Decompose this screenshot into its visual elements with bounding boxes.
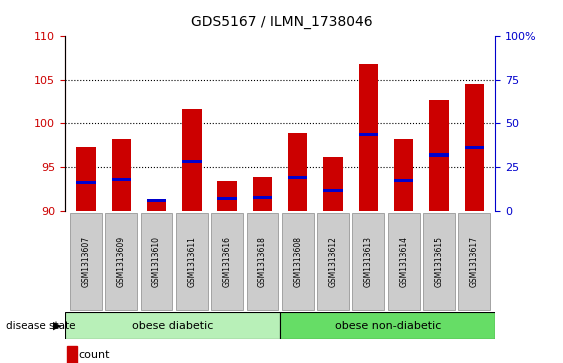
Text: GSM1313611: GSM1313611 bbox=[187, 236, 196, 287]
Text: GSM1313613: GSM1313613 bbox=[364, 236, 373, 287]
FancyBboxPatch shape bbox=[352, 213, 384, 310]
Text: GSM1313617: GSM1313617 bbox=[470, 236, 479, 287]
FancyBboxPatch shape bbox=[70, 213, 102, 310]
Text: count: count bbox=[79, 350, 110, 360]
FancyBboxPatch shape bbox=[388, 213, 419, 310]
Bar bbox=[182, 160, 202, 163]
Bar bbox=[217, 197, 237, 200]
Bar bbox=[323, 189, 343, 192]
Text: GSM1313609: GSM1313609 bbox=[117, 236, 126, 287]
Bar bbox=[359, 134, 378, 136]
Text: obese non-diabetic: obese non-diabetic bbox=[334, 321, 441, 331]
FancyBboxPatch shape bbox=[65, 312, 280, 339]
FancyBboxPatch shape bbox=[141, 213, 172, 310]
Bar bbox=[429, 154, 449, 156]
Text: GSM1313612: GSM1313612 bbox=[329, 236, 338, 287]
FancyBboxPatch shape bbox=[282, 213, 314, 310]
FancyBboxPatch shape bbox=[317, 213, 349, 310]
Text: obese diabetic: obese diabetic bbox=[132, 321, 213, 331]
Bar bbox=[288, 133, 307, 211]
Bar bbox=[429, 100, 449, 211]
Bar bbox=[464, 146, 484, 149]
Bar bbox=[111, 178, 131, 181]
FancyBboxPatch shape bbox=[458, 213, 490, 310]
Bar bbox=[359, 64, 378, 211]
FancyBboxPatch shape bbox=[176, 213, 208, 310]
Text: disease state: disease state bbox=[6, 321, 75, 331]
FancyBboxPatch shape bbox=[280, 312, 495, 339]
Bar bbox=[253, 176, 272, 211]
Bar bbox=[394, 139, 413, 211]
Bar bbox=[394, 179, 413, 182]
Bar bbox=[253, 196, 272, 199]
Text: GSM1313615: GSM1313615 bbox=[435, 236, 444, 287]
Bar bbox=[182, 109, 202, 211]
Bar bbox=[464, 84, 484, 211]
FancyBboxPatch shape bbox=[423, 213, 455, 310]
Bar bbox=[76, 182, 96, 184]
Text: GSM1313607: GSM1313607 bbox=[82, 236, 91, 287]
Text: GSM1313618: GSM1313618 bbox=[258, 236, 267, 287]
Bar bbox=[217, 181, 237, 211]
Text: GSM1313614: GSM1313614 bbox=[399, 236, 408, 287]
Bar bbox=[147, 199, 166, 202]
Bar bbox=[111, 139, 131, 211]
Bar bbox=[76, 147, 96, 211]
Text: GSM1313610: GSM1313610 bbox=[152, 236, 161, 287]
Text: GSM1313608: GSM1313608 bbox=[293, 236, 302, 287]
Bar bbox=[288, 176, 307, 179]
Bar bbox=[323, 158, 343, 211]
Text: GSM1313616: GSM1313616 bbox=[222, 236, 231, 287]
FancyBboxPatch shape bbox=[211, 213, 243, 310]
FancyBboxPatch shape bbox=[247, 213, 278, 310]
Text: ▶: ▶ bbox=[53, 321, 62, 331]
FancyBboxPatch shape bbox=[105, 213, 137, 310]
Text: GDS5167 / ILMN_1738046: GDS5167 / ILMN_1738046 bbox=[191, 15, 372, 29]
Bar bbox=[147, 201, 166, 211]
Bar bbox=[67, 346, 77, 363]
